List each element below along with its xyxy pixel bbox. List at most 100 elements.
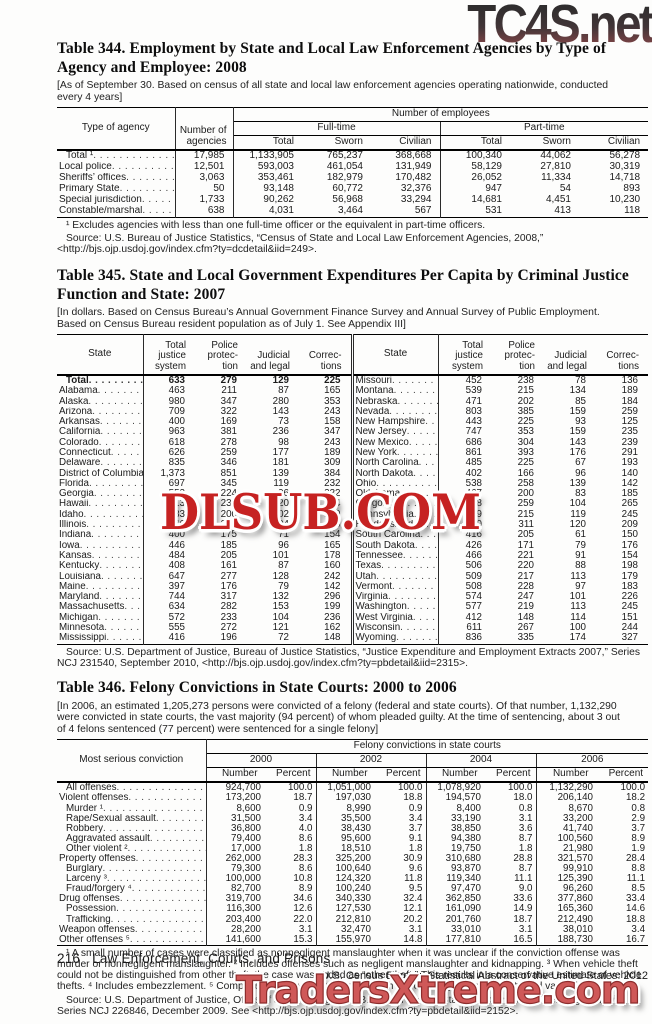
- value-cell: 94,380: [451, 832, 481, 844]
- table344-footnote: ¹ Excludes agencies with less than one f…: [66, 219, 486, 231]
- row-label-text: Larceny ³: [66, 874, 107, 885]
- value-cell: 277: [220, 570, 237, 582]
- value-cell: 347: [220, 395, 237, 407]
- dot-leader: [89, 479, 143, 489]
- value-cell: 100,240: [335, 883, 371, 895]
- value-cell: 79,300: [231, 863, 261, 875]
- table-row: Georgia 552 224 96 232 Oklahoma 467 200 83 185: [57, 488, 648, 500]
- value-cell: 100.0: [493, 782, 537, 794]
- value-cell: 11.1: [493, 874, 537, 885]
- dot-leader: [104, 623, 142, 633]
- row-label-text: Virginia: [355, 592, 389, 603]
- value-cell: 101: [272, 549, 289, 561]
- row-label: Utah: [350, 571, 439, 582]
- value-cell: 11.1: [626, 873, 646, 885]
- value-cell: 8.9: [273, 884, 317, 895]
- value-cell: 224: [220, 488, 237, 500]
- value-cell: 353: [517, 426, 534, 438]
- row-label-text: South Dakota: [355, 540, 415, 551]
- value-cell: 245: [621, 508, 638, 520]
- row-label: Burglary: [57, 864, 207, 875]
- value-cell: 119,340: [446, 873, 481, 885]
- dot-leader: [100, 458, 142, 468]
- row-label-text: Rhode Island: [355, 520, 414, 531]
- value-cell: 16.7: [625, 933, 646, 945]
- row-label: Massachusetts: [57, 602, 144, 613]
- dot-leader: [407, 427, 438, 437]
- dot-leader: [126, 173, 174, 184]
- row-label: Drug offenses: [57, 894, 207, 905]
- value-cell: 947: [485, 182, 502, 194]
- value-cell: 279: [220, 374, 237, 386]
- row-label-text: Maryland: [59, 592, 100, 603]
- value-cell: 38,010: [563, 923, 593, 935]
- table344-title: Table 344. Employment by State and Local…: [57, 40, 607, 76]
- value-cell: 225: [517, 457, 534, 469]
- value-cell: 142: [324, 580, 341, 592]
- row-label: Arizona: [57, 406, 144, 418]
- value-cell: 67: [575, 457, 586, 469]
- value-cell: 161: [220, 560, 237, 572]
- value-cell: 416: [168, 632, 185, 644]
- value-cell: 225: [517, 416, 534, 428]
- column-header-type-of-agency: Type of agency: [57, 107, 176, 152]
- dot-leader: [156, 814, 206, 824]
- table-row: Burglary 79,300 8.6 100,640 9.6 93,870 8.7 99,9…: [57, 863, 648, 875]
- table-row: Hawaii 613 239 220 154 Oregon 628 259 104 265: [57, 499, 648, 510]
- value-cell: 836: [465, 632, 482, 644]
- value-cell: 9.1: [383, 833, 427, 844]
- value-cell: 233: [220, 611, 237, 623]
- row-label: Weapon offenses: [57, 924, 207, 935]
- row-label: Idaho: [57, 509, 144, 521]
- value-cell: 1,051,000: [327, 782, 371, 794]
- value-cell: 280: [272, 395, 289, 407]
- row-label-wrap: Missouri: [354, 376, 438, 386]
- row-label-wrap: Sheriffs’ offices: [57, 173, 175, 184]
- value-cell: 28.3: [273, 853, 317, 865]
- dot-leader: [407, 602, 438, 612]
- row-label-wrap: New Mexico: [354, 438, 438, 448]
- dot-leader: [106, 633, 142, 643]
- value-cell: 14.6: [625, 903, 646, 915]
- row-label: Total: [57, 374, 144, 387]
- dot-leader: [120, 184, 175, 195]
- value-cell: 238: [517, 374, 534, 386]
- row-label: Georgia: [57, 489, 144, 500]
- table345-bracket-note: [In dollars. Based on Census Bureau’s An…: [57, 307, 600, 330]
- value-cell: 242: [324, 570, 341, 582]
- dot-leader: [388, 592, 438, 602]
- value-cell: 104: [272, 611, 289, 623]
- row-label: Larceny ³: [57, 874, 207, 885]
- value-cell: 78: [575, 374, 586, 386]
- row-label-wrap: New Hampshire: [354, 417, 438, 427]
- row-label: Ohio: [350, 478, 439, 490]
- value-cell: 466: [465, 549, 482, 561]
- value-cell: 200: [220, 508, 237, 520]
- footer-imprint: U.S. Census Bureau, Statistical Abstract…: [321, 970, 648, 982]
- value-cell: 484: [168, 549, 185, 561]
- value-cell: 1,133,905: [249, 150, 295, 162]
- value-cell: 33,190: [451, 812, 481, 824]
- row-label-wrap: Maryland: [57, 592, 143, 602]
- value-cell: 325,200: [335, 852, 371, 864]
- value-cell: 82,700: [231, 883, 261, 895]
- row-label-wrap: Special jurisdiction: [57, 195, 175, 206]
- value-cell: 14,718: [609, 172, 641, 183]
- value-cell: 91: [575, 549, 586, 561]
- dot-leader: [120, 894, 206, 904]
- value-cell: 1,373: [160, 467, 185, 479]
- value-cell: 236: [324, 611, 341, 623]
- row-label-text: Pennsylvania: [355, 509, 414, 520]
- row-label-wrap: Other offenses ⁵: [57, 935, 206, 945]
- value-cell: 100.0: [273, 782, 317, 794]
- value-cell: 159: [569, 426, 586, 438]
- dot-leader: [116, 904, 205, 914]
- value-cell: 552: [168, 488, 185, 500]
- value-cell: 12.1: [383, 904, 427, 915]
- row-label: Wisconsin: [350, 623, 439, 634]
- value-cell: 212,490: [557, 913, 593, 925]
- value-cell: 18.0: [493, 793, 537, 804]
- row-label-wrap: Other violent ²: [57, 844, 206, 854]
- value-cell: 143: [272, 405, 289, 417]
- row-label-text: Kansas: [59, 550, 92, 561]
